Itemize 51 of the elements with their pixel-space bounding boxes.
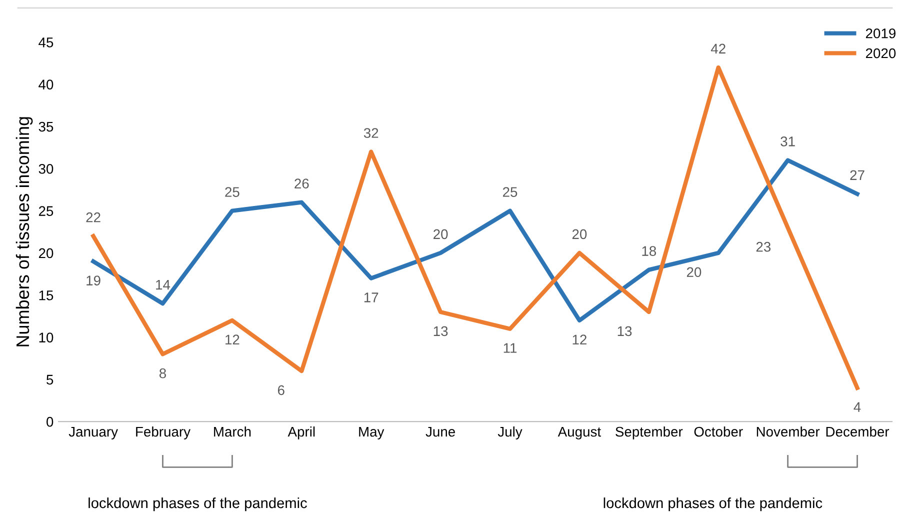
y-tick-label: 20	[38, 248, 54, 258]
x-tick-label: October	[694, 426, 743, 437]
data-label: 20	[572, 229, 587, 240]
y-tick-label: 0	[46, 416, 54, 427]
data-label: 20	[434, 229, 448, 240]
y-axis-title: Numbers of tissues incoming	[16, 117, 33, 346]
data-label: 26	[294, 178, 309, 189]
x-tick-label: September	[616, 426, 683, 440]
data-label: 27	[850, 170, 864, 180]
data-label: 31	[780, 136, 795, 146]
y-tick-label: 35	[38, 122, 54, 132]
data-label: 13	[618, 326, 632, 336]
data-label: 4	[854, 402, 861, 412]
data-label: 12	[226, 334, 240, 344]
y-tick-label: 40	[38, 80, 54, 90]
x-tick-label: March	[214, 426, 251, 437]
x-tick-label: July	[498, 426, 522, 440]
text: lockdown phases of the pandemic	[88, 497, 307, 512]
x-tick-label: May	[359, 426, 384, 440]
y-tick-label: 10	[39, 332, 54, 342]
x-tick-label: February	[136, 426, 191, 440]
y-tick-label: 25	[38, 206, 54, 216]
data-label: 42	[710, 44, 726, 54]
data-label: 23	[756, 242, 771, 252]
y-tick-label: 15	[39, 290, 54, 300]
data-label: 6	[278, 385, 284, 396]
data-label: 13	[434, 326, 448, 336]
data-label: 12	[572, 334, 586, 344]
legend-label: 2020	[866, 48, 896, 58]
x-tick-label: January	[68, 426, 118, 440]
y-tick-label: 30	[38, 164, 54, 174]
data-label: 18	[642, 246, 656, 256]
x-tick-label: June	[426, 426, 455, 437]
y-tick-label: 5	[46, 374, 54, 385]
data-label: 20	[686, 267, 702, 278]
x-tick-label: August	[558, 426, 601, 440]
data-label: 17	[364, 292, 378, 302]
data-label: 19	[86, 276, 100, 286]
text: lockdown phases of the pandemic	[604, 497, 822, 512]
data-label: 32	[364, 128, 378, 138]
data-label: 25	[225, 187, 240, 197]
x-tick-label: April	[288, 426, 315, 440]
data-label: 14	[156, 280, 170, 290]
data-label: 8	[159, 368, 166, 378]
data-label: 25	[502, 187, 518, 197]
y-tick-label: 45	[38, 38, 54, 48]
data-label: 11	[504, 343, 517, 353]
legend-label: 2019	[866, 28, 896, 38]
x-tick-label: December	[826, 426, 890, 437]
data-label: 22	[86, 212, 100, 222]
x-tick-label: November	[756, 426, 820, 437]
